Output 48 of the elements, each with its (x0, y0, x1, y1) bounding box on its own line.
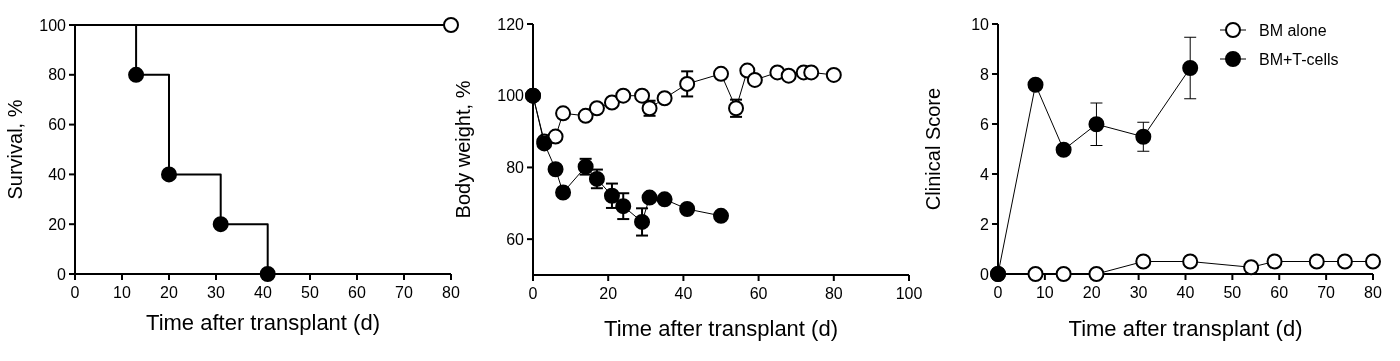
y-tick-label: 60 (48, 116, 67, 134)
x-tick-label: 50 (1223, 284, 1242, 301)
x-tick-label: 80 (824, 285, 843, 302)
x-tick-label: 60 (348, 284, 366, 301)
x-tick-label: 60 (749, 285, 768, 302)
x-tick-label: 0 (993, 284, 1003, 301)
x-axis-title: Time after transplant (d) (604, 316, 838, 341)
x-tick-label: 0 (528, 285, 538, 302)
y-tick-label: 60 (506, 230, 525, 248)
x-axis-title: Time after transplant (d) (1068, 316, 1303, 341)
y-tick-label: 6 (980, 115, 990, 133)
y-tick-label: 100 (39, 16, 67, 34)
x-tick-label: 60 (1270, 284, 1289, 301)
y-tick-label: 0 (980, 265, 990, 283)
y-tick-label: 100 (497, 87, 525, 105)
x-tick-label: 50 (301, 284, 319, 301)
y-tick-label: 80 (48, 66, 67, 84)
x-tick-label: 100 (895, 285, 923, 302)
x-axis-title: Time after transplant (d) (146, 310, 380, 335)
y-tick-label: 0 (57, 265, 67, 283)
x-tick-label: 10 (1035, 284, 1054, 301)
y-tick-label: 8 (980, 65, 990, 83)
y-tick-label: 120 (497, 15, 525, 33)
y-tick-label: 40 (48, 166, 67, 183)
x-tick-label: 70 (1317, 284, 1336, 301)
x-tick-label: 20 (160, 284, 178, 301)
y-axis-title: Survival, % (4, 99, 26, 200)
x-tick-label: 10 (113, 284, 131, 301)
y-tick-label: 80 (506, 159, 525, 177)
x-tick-label: 0 (70, 284, 80, 301)
y-axis-title: Clinical Score (922, 87, 944, 211)
y-tick-label: 4 (980, 165, 990, 183)
y-axis-title: Body weight, % (452, 80, 474, 219)
legend-label: BM+T-cells (1259, 50, 1339, 68)
y-tick-label: 2 (980, 215, 990, 233)
y-tick-label: 10 (971, 15, 990, 33)
x-tick-label: 40 (254, 284, 272, 301)
y-tick-label: 20 (48, 215, 67, 233)
x-tick-label: 40 (1176, 284, 1195, 301)
x-tick-label: 30 (207, 284, 225, 301)
x-tick-label: 20 (1082, 284, 1101, 301)
x-tick-label: 80 (1364, 284, 1382, 301)
x-tick-label: 80 (442, 284, 460, 301)
x-tick-label: 40 (674, 285, 693, 302)
x-tick-label: 20 (599, 285, 618, 302)
legend-label: BM alone (1259, 21, 1327, 39)
x-tick-label: 70 (395, 284, 413, 301)
x-tick-label: 30 (1129, 284, 1148, 301)
